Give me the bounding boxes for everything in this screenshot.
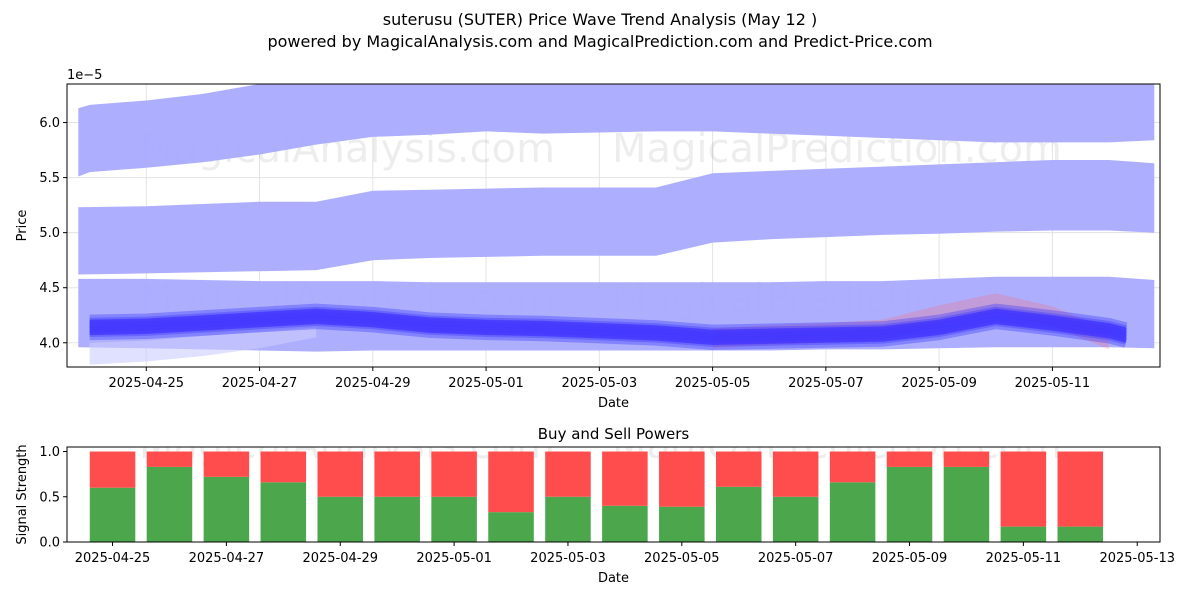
x-tick-label: 2025-05-07 xyxy=(788,376,864,391)
sell-bar xyxy=(1057,451,1104,527)
sell-bar xyxy=(829,451,876,483)
wave-core xyxy=(89,308,1127,345)
x-tick-label: 2025-05-11 xyxy=(986,551,1062,566)
buy-bar xyxy=(146,466,193,542)
x-tick-label: 2025-05-11 xyxy=(1015,376,1091,391)
sell-bar xyxy=(203,451,250,477)
buy-bar xyxy=(317,496,364,542)
y-axis-label: Signal Strength xyxy=(15,444,30,544)
y-tick-label: 1.0 xyxy=(39,445,60,460)
y-axis-label: Price xyxy=(15,210,30,242)
sell-bar xyxy=(374,451,420,497)
buy-bar xyxy=(488,512,534,542)
buy-bar xyxy=(602,505,648,542)
buy-bar xyxy=(374,496,420,542)
y-tick-label: 4.5 xyxy=(39,281,60,296)
sell-bar xyxy=(772,451,819,497)
buy-bar xyxy=(1057,526,1104,542)
x-tick-label: 2025-05-01 xyxy=(416,551,492,566)
buy-bar xyxy=(203,476,250,542)
x-tick-label: 2025-05-03 xyxy=(562,376,638,391)
x-axis-label: Date xyxy=(598,571,629,586)
sell-bar xyxy=(89,451,136,488)
y-tick-label: 5.5 xyxy=(39,171,60,186)
chart-subtitle: powered by MagicalAnalysis.com and Magic… xyxy=(267,32,933,51)
x-tick-label: 2025-04-29 xyxy=(335,376,411,391)
top-plot-area: MagicalAnalysis.comMagicalAnalysis.comMa… xyxy=(78,84,1155,365)
buy-bar xyxy=(545,496,591,542)
price-band-2 xyxy=(78,160,1155,275)
buy-bar xyxy=(260,482,307,542)
bottom-chart-title: Buy and Sell Powers xyxy=(538,425,690,443)
sell-bar xyxy=(886,451,933,467)
buy-bar xyxy=(659,506,705,542)
x-tick-label: 2025-04-29 xyxy=(302,551,378,566)
sell-bar xyxy=(317,451,364,497)
x-tick-label: 2025-04-25 xyxy=(75,551,151,566)
lower-fan xyxy=(89,327,317,365)
sell-bar xyxy=(545,451,591,497)
y-exponent-label: 1e−5 xyxy=(67,68,102,83)
x-axis-label: Date xyxy=(598,396,629,411)
x-tick-label: 2025-05-05 xyxy=(675,376,751,391)
buy-bar xyxy=(1000,526,1047,542)
buy-bar xyxy=(943,466,990,542)
x-tick-label: 2025-05-01 xyxy=(448,376,524,391)
price-band-1 xyxy=(78,84,1155,177)
x-tick-label: 2025-04-25 xyxy=(109,376,185,391)
sell-bar xyxy=(602,451,648,506)
chart-title: suterusu (SUTER) Price Wave Trend Analys… xyxy=(382,10,818,29)
buy-bar xyxy=(715,486,762,542)
x-tick-label: 2025-05-07 xyxy=(758,551,834,566)
buy-bar xyxy=(772,496,819,542)
sell-bar xyxy=(260,451,307,483)
buy-bar xyxy=(89,487,136,542)
sell-bar xyxy=(659,451,705,507)
x-tick-label: 2025-05-09 xyxy=(901,376,977,391)
y-tick-label: 0.0 xyxy=(39,536,60,551)
buy-bar xyxy=(886,466,933,542)
sell-bar xyxy=(943,451,990,467)
sell-bar xyxy=(715,451,762,487)
y-tick-label: 5.0 xyxy=(39,226,60,241)
bottom-plot-area: MagicalAnalysis.com MagicalPrediction.com xyxy=(89,447,1104,542)
sell-bar xyxy=(488,451,534,513)
sell-bar xyxy=(146,451,193,467)
x-tick-label: 2025-05-09 xyxy=(872,551,948,566)
x-tick-label: 2025-05-13 xyxy=(1099,551,1175,566)
y-tick-label: 6.0 xyxy=(39,116,60,131)
bottom-plot-frame xyxy=(66,446,1161,543)
buy-bar xyxy=(431,496,477,542)
buy-bar xyxy=(829,482,876,542)
y-tick-label: 4.0 xyxy=(39,336,60,351)
x-tick-label: 2025-04-27 xyxy=(189,551,265,566)
x-tick-label: 2025-04-27 xyxy=(222,376,298,391)
x-tick-label: 2025-05-05 xyxy=(644,551,720,566)
top-plot-frame xyxy=(66,83,1161,368)
sell-bar xyxy=(1000,451,1047,527)
sell-bar xyxy=(431,451,477,497)
y-tick-label: 0.5 xyxy=(39,490,60,505)
x-tick-label: 2025-05-03 xyxy=(530,551,606,566)
